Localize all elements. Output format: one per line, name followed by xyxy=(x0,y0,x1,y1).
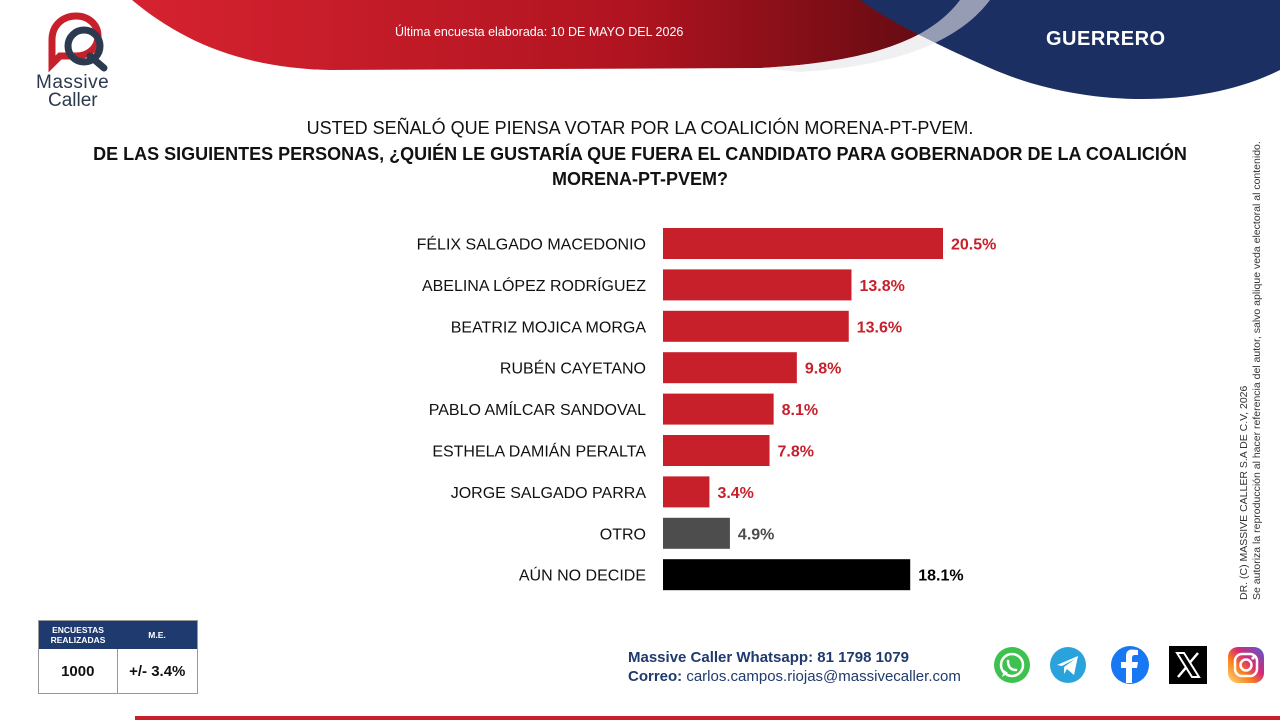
category-label: PABLO AMÍLCAR SANDOVAL xyxy=(429,400,646,419)
bar xyxy=(663,269,852,301)
email-contact: Correo: carlos.campos.riojas@massivecall… xyxy=(628,668,961,685)
value-label: 18.1% xyxy=(918,568,963,585)
bar xyxy=(663,559,911,591)
bar xyxy=(663,476,710,508)
value-label: 7.8% xyxy=(778,444,814,461)
surveys-header: ENCUESTAS REALIZADAS xyxy=(50,625,106,645)
brand-logo-icon xyxy=(48,12,108,72)
state-title: GUERRERO xyxy=(1046,28,1166,50)
email-label: Correo: xyxy=(628,668,683,685)
value-label: 8.1% xyxy=(782,402,818,419)
instagram-icon[interactable] xyxy=(1226,645,1266,685)
margin-error-value: +/- 3.4% xyxy=(129,662,186,680)
margin-error-header: M.E. xyxy=(148,630,166,640)
whatsapp-contact: Massive Caller Whatsapp: 81 1798 1079 xyxy=(628,649,909,666)
header-background xyxy=(132,0,1280,100)
facebook-icon[interactable] xyxy=(1110,645,1150,685)
survey-stats-table: ENCUESTAS REALIZADAS M.E. 1000 +/- 3.4% xyxy=(38,620,198,694)
bar xyxy=(663,435,770,466)
bar xyxy=(663,393,774,425)
bar xyxy=(663,228,943,259)
category-label: AÚN NO DECIDE xyxy=(519,566,646,585)
category-label: RUBÉN CAYETANO xyxy=(500,359,646,378)
bar xyxy=(663,517,730,549)
value-label: 9.8% xyxy=(805,361,841,378)
category-label: OTRO xyxy=(600,526,646,543)
bottom-rule xyxy=(135,716,1280,720)
question-main: DE LAS SIGUIENTES PERSONAS, ¿QUIÉN LE GU… xyxy=(93,144,1187,189)
value-label: 4.9% xyxy=(738,526,774,543)
bar xyxy=(663,310,849,342)
x-icon[interactable] xyxy=(1168,645,1208,685)
copyright-line-1: DR. (C) MASSIVE CALLER S.A DE C.V, 2026 xyxy=(1238,385,1250,600)
copyright-line-2: Se autoriza la reproducción al hacer ref… xyxy=(1251,141,1263,600)
category-label: JORGE SALGADO PARRA xyxy=(451,485,647,502)
category-label: ABELINA LÓPEZ RODRÍGUEZ xyxy=(422,276,646,295)
bar xyxy=(663,352,797,384)
category-label: FÉLIX SALGADO MACEDONIO xyxy=(417,235,646,254)
email-address: carlos.campos.riojas@massivecaller.com xyxy=(686,668,961,685)
category-label: BEATRIZ MOJICA MORGA xyxy=(451,319,647,336)
value-label: 13.6% xyxy=(857,319,902,336)
value-label: 3.4% xyxy=(717,485,753,502)
brand-name-line2: Caller xyxy=(48,90,98,111)
copyright-note: DR. (C) MASSIVE CALLER S.A DE C.V, 2026 … xyxy=(1238,120,1264,600)
brand-logo: Massive Caller xyxy=(28,8,128,111)
whatsapp-icon[interactable] xyxy=(992,645,1032,685)
category-label: ESTHELA DAMIÁN PERALTA xyxy=(432,442,646,461)
value-label: 20.5% xyxy=(951,237,996,254)
telegram-icon[interactable] xyxy=(1048,645,1088,685)
value-label: 13.8% xyxy=(859,278,904,295)
surveys-value: 1000 xyxy=(39,649,118,693)
question-intro: USTED SEÑALÓ QUE PIENSA VOTAR POR LA COA… xyxy=(306,118,974,138)
survey-date: Última encuesta elaborada: 10 DE MAYO DE… xyxy=(395,25,684,39)
brand-name-line1: Massive xyxy=(36,72,110,93)
